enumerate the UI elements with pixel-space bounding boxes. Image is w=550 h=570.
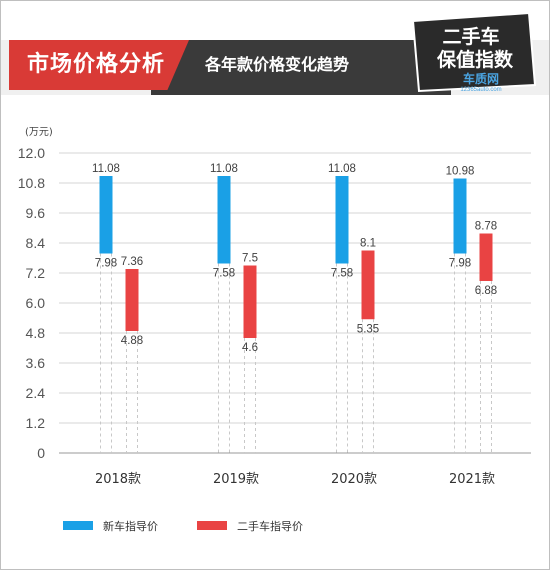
legend-label: 二手车指导价	[237, 519, 303, 533]
logo-badge	[411, 11, 537, 93]
y-tick-label: 12.0	[18, 145, 45, 161]
data-label-high: 7.36	[121, 256, 143, 268]
data-label-high: 10.98	[446, 166, 475, 178]
data-label-low: 4.6	[242, 342, 258, 354]
price-range-bar	[479, 233, 493, 281]
data-label-low: 7.98	[95, 258, 117, 270]
bar-layer	[99, 176, 493, 338]
logo: 二手车 保值指数 车质网 12365auto.com	[411, 11, 537, 93]
y-tick-label: 3.6	[26, 355, 46, 371]
logo-line1: 二手车	[442, 25, 499, 48]
data-label-low: 5.35	[357, 323, 379, 335]
data-label-high: 7.5	[242, 253, 258, 265]
x-category-label: 2018款	[95, 472, 141, 487]
price-range-bar	[125, 269, 139, 331]
page-title: 市场价格分析	[27, 52, 166, 77]
header-title-banner	[9, 40, 189, 90]
price-range-bar	[453, 178, 467, 254]
logo-url: 12365auto.com	[460, 87, 501, 93]
data-label-low: 7.58	[213, 268, 235, 280]
legend-label: 新车指导价	[103, 519, 158, 533]
y-tick-label: 8.4	[26, 235, 46, 251]
chart-subtitle: 各年款价格变化趋势	[205, 55, 350, 74]
x-category-label: 2019款	[213, 472, 259, 487]
data-label-high: 11.08	[328, 163, 356, 175]
price-range-bar	[217, 176, 231, 264]
y-axis-unit: (万元)	[25, 127, 53, 138]
y-tick-label: 1.2	[26, 415, 46, 431]
data-label-high: 11.08	[92, 163, 120, 175]
y-tick-label: 6.0	[26, 295, 46, 311]
y-tick-label: 2.4	[26, 385, 46, 401]
data-label-low: 4.88	[121, 335, 143, 347]
data-label-high: 11.08	[210, 163, 238, 175]
price-range-bar	[361, 250, 375, 320]
legend-swatch	[63, 521, 93, 530]
y-tick-label: 4.8	[26, 325, 46, 341]
y-tick-label: 9.6	[26, 205, 46, 221]
data-label-low: 7.98	[449, 258, 471, 270]
y-tick-label: 7.2	[26, 265, 46, 281]
y-tick-label: 0	[37, 445, 45, 461]
x-category-label: 2021款	[449, 472, 495, 487]
price-range-bar	[335, 176, 349, 264]
label-layer: 2018款 11.08 7.98 7.36 4.88 2019款 11.08 7.58 7.5 4…	[92, 163, 497, 487]
data-label-low: 7.58	[331, 268, 353, 280]
y-tick-label: 10.8	[18, 175, 45, 191]
price-range-bar	[99, 176, 113, 254]
logo-brand: 车质网	[463, 71, 499, 86]
x-category-label: 2020款	[331, 472, 377, 487]
legend-swatch	[197, 521, 227, 530]
logo-line2: 保值指数	[436, 48, 514, 71]
header-dark-band	[151, 40, 451, 95]
data-label-high: 8.1	[360, 238, 376, 250]
data-label-high: 8.78	[475, 221, 497, 233]
price-range-bar	[243, 265, 257, 338]
data-label-low: 6.88	[475, 285, 497, 297]
legend: 新车指导价 二手车指导价	[63, 519, 303, 533]
guide-layer	[100, 253, 492, 453]
